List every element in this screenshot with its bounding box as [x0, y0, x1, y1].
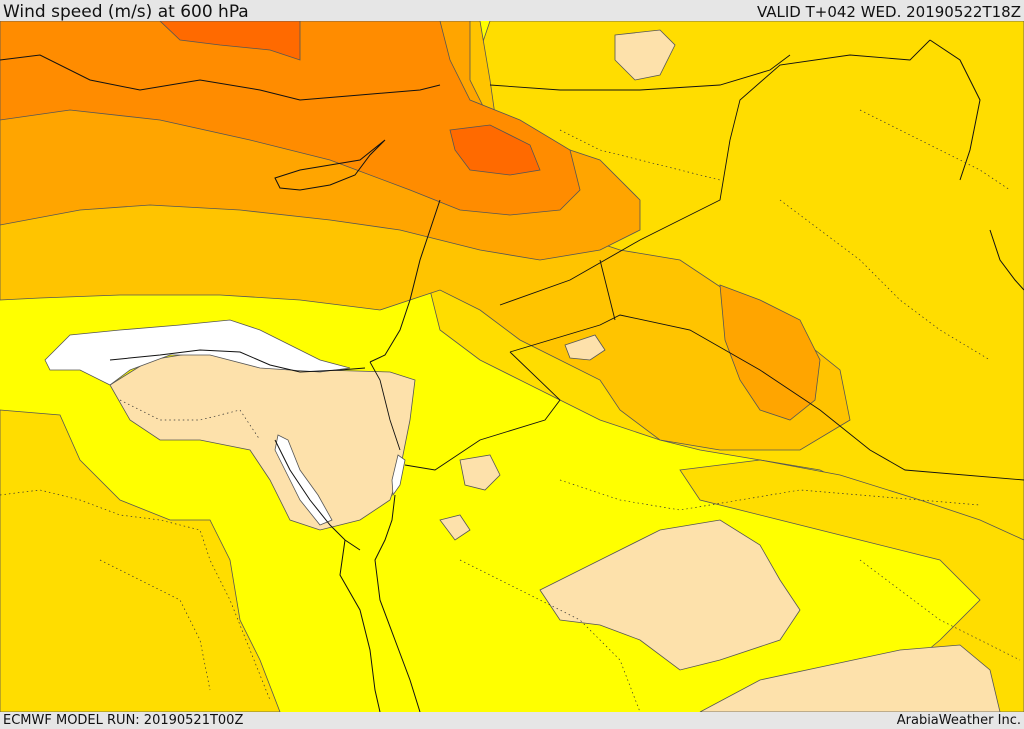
iraq-east-border	[729, 39, 931, 141]
map-title: Wind speed (m/s) at 600 hPa	[3, 2, 249, 22]
syria-jordan-link	[599, 259, 616, 321]
admin-boundary-1	[0, 489, 271, 701]
sinai-coast	[274, 439, 361, 551]
wind-band-extreme-east	[449, 124, 541, 176]
levant-coast	[369, 199, 441, 363]
admin-boundary-3	[559, 479, 981, 511]
internal-boundaries	[0, 109, 1021, 712]
country-borders	[369, 39, 1024, 481]
wind-band-moderate-southwest	[0, 409, 281, 712]
red-sea-west-coast	[339, 539, 381, 712]
valid-time-label: VALID T+042 WED. 20190522T18Z	[756, 3, 1021, 21]
wind-band-light-arabia	[539, 519, 801, 671]
turkey-syria-border	[489, 54, 791, 91]
egypt-sudan-border	[369, 361, 401, 451]
wind-speed-map[interactable]	[0, 21, 1024, 712]
header-bar: Wind speed (m/s) at 600 hPa VALID T+042 …	[0, 0, 1024, 22]
admin-boundary-6	[559, 129, 721, 181]
jordan-saudi-border	[404, 351, 561, 471]
cyprus-outline	[274, 139, 386, 191]
jordan-border	[509, 314, 1024, 481]
caspian-edge	[929, 39, 981, 181]
wind-band-calm-aqaba	[391, 454, 406, 497]
wind-band-calm-gulf	[274, 434, 333, 526]
wind-band-very-high	[0, 21, 581, 216]
wind-band-light-jordan	[564, 334, 606, 361]
map-canvas	[0, 21, 1024, 712]
wind-band-light-patch-2	[459, 454, 501, 491]
model-run-label: ECMWF MODEL RUN: 20190521T00Z	[3, 713, 244, 728]
wind-band-light-north	[614, 29, 676, 81]
wind-band-light-southeast	[699, 644, 1001, 712]
wind-band-light-patch-1	[439, 514, 471, 541]
red-sea-east-coast	[374, 494, 421, 712]
wind-band-high-east	[719, 284, 821, 421]
turkey-coast	[0, 54, 441, 101]
footer-bar: ECMWF MODEL RUN: 20190521T00Z ArabiaWeat…	[0, 712, 1024, 729]
admin-boundary-9	[859, 559, 1021, 661]
egypt-coast	[109, 349, 366, 373]
syria-iraq-border	[499, 139, 731, 306]
credit-label: ArabiaWeather Inc.	[896, 713, 1021, 728]
gulf-coast	[989, 229, 1024, 291]
wind-band-extreme-north	[159, 21, 301, 61]
coastlines	[0, 39, 1024, 712]
admin-boundary-5	[779, 199, 991, 361]
